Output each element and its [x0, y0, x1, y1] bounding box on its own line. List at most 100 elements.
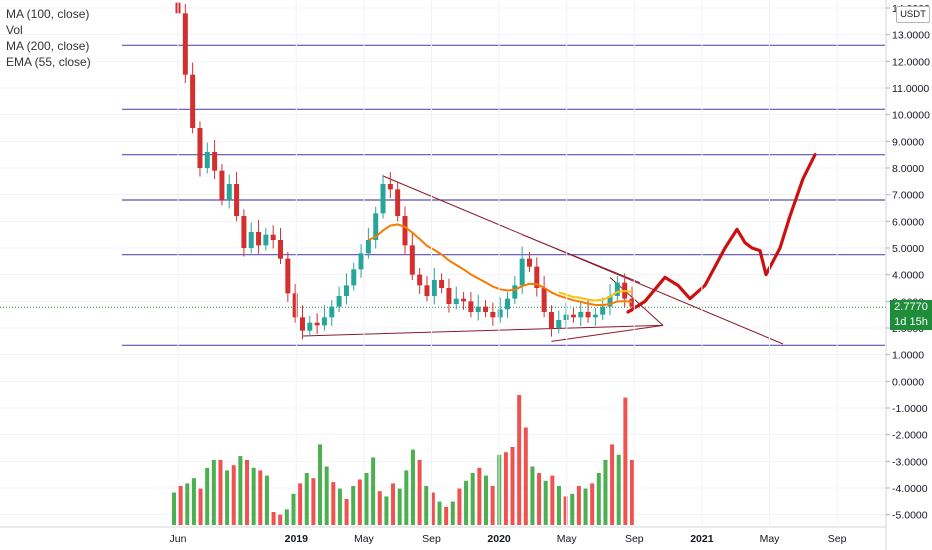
legend-ma100[interactable]: MA (100, close) [6, 7, 90, 21]
price-axis[interactable]: 14.000013.000012.000011.000010.00009.000… [885, 0, 930, 550]
time-tick-label: Jun [170, 533, 187, 545]
last-price-tag: 2.7770 [890, 299, 932, 315]
volume-bar [503, 452, 508, 525]
volume-bar [245, 460, 250, 525]
candle-body [548, 312, 554, 328]
volume-bar [550, 475, 555, 525]
volume-bar [570, 493, 575, 525]
volume-bar [616, 454, 621, 525]
time-tick-label: 2021 [690, 533, 714, 545]
volume-bar [271, 512, 276, 525]
projection-line [626, 153, 817, 314]
triangle-upper-line [521, 234, 641, 284]
candle-body [299, 317, 305, 331]
price-tick-label: 4.0000 [892, 270, 924, 282]
ma-line-path [558, 290, 633, 302]
candle-body [373, 213, 379, 240]
triangle-lower-line [551, 324, 664, 342]
volume-bar [576, 486, 581, 525]
candle-body [526, 258, 532, 267]
candle-body [607, 296, 613, 307]
candle-body [343, 285, 349, 296]
candle-body [475, 306, 481, 312]
volume-bar [351, 486, 356, 525]
chart-grid [0, 7, 886, 516]
candle-body [541, 288, 547, 312]
candle-body [226, 184, 232, 200]
volume-bar [596, 473, 601, 525]
volume-bar [344, 499, 349, 525]
volume-bar [264, 475, 269, 525]
candle-body [417, 274, 423, 286]
volume-bar [397, 488, 402, 525]
candle-body [505, 298, 511, 310]
volume-bar [424, 486, 429, 525]
volume-bar [298, 483, 303, 525]
volume-bar [198, 488, 203, 525]
currency-button[interactable]: USDT [896, 6, 930, 23]
volume-bar [238, 456, 243, 525]
volume-bar [211, 460, 216, 525]
candle-body [204, 152, 210, 168]
candle-body [483, 306, 489, 312]
candle-body [453, 298, 459, 304]
price-tick-label: 0.0000 [892, 376, 924, 388]
time-axis[interactable]: Jun 2019 May Sep 2020 May Sep 2021 May Sep [0, 0, 886, 545]
legend-ma200[interactable]: MA (200, close) [6, 39, 90, 53]
volume-bar [450, 501, 455, 525]
volume-bar [470, 473, 475, 525]
volume-bar [563, 496, 568, 525]
candle-body [490, 312, 496, 318]
volume-bar [377, 491, 382, 525]
volume-bar [251, 467, 256, 525]
descending-trendline [382, 175, 784, 345]
volume-bar [258, 470, 263, 525]
legend-vol[interactable]: Vol [6, 23, 23, 37]
price-tick-label: 12.0000 [892, 56, 930, 68]
legend-ema55[interactable]: EMA (55, close) [6, 55, 91, 69]
volume-bar [556, 486, 561, 525]
candle-body [570, 314, 576, 318]
candle-body [395, 189, 401, 216]
time-tick-label: 2020 [487, 533, 511, 545]
volume-bar [543, 480, 548, 525]
candle-body [314, 322, 320, 326]
volume-bar [205, 467, 210, 525]
volume-bar [603, 460, 608, 525]
price-tick-label: -5.0000 [892, 510, 928, 522]
volume-bar [191, 478, 196, 525]
projection-path [626, 153, 817, 314]
ascending-trendline [302, 324, 664, 337]
volume-bar [357, 479, 362, 525]
time-tick-label: Sep [422, 533, 441, 545]
volume-bar [185, 483, 190, 525]
volume-bar [437, 501, 442, 525]
candle-body [270, 234, 276, 240]
trendlines [302, 175, 784, 345]
candle-body [431, 280, 437, 296]
price-tick-label: 6.0000 [892, 216, 924, 228]
volume-bar [324, 466, 329, 525]
volume-bar [384, 496, 389, 525]
volume-bar [590, 483, 595, 525]
candle-body [336, 296, 342, 307]
candle-body [585, 312, 591, 318]
candle-body [248, 232, 254, 248]
candle-body [241, 216, 247, 248]
price-tick-label: 10.0000 [892, 110, 930, 122]
candle-body [614, 282, 620, 296]
candle-body [600, 306, 606, 315]
candle-body [292, 293, 298, 318]
volume-bar [404, 470, 409, 525]
countdown-tag: 1d 15h [890, 315, 932, 331]
candle-body [351, 269, 357, 286]
price-tick-label: -1.0000 [892, 403, 928, 415]
volume-bar [523, 427, 528, 525]
volume-bar [464, 480, 469, 525]
candle-body [446, 288, 452, 304]
price-tick-label: 5.0000 [892, 243, 924, 255]
candle-body [409, 245, 415, 275]
volume-bar [371, 457, 376, 525]
candle-body [190, 74, 196, 128]
